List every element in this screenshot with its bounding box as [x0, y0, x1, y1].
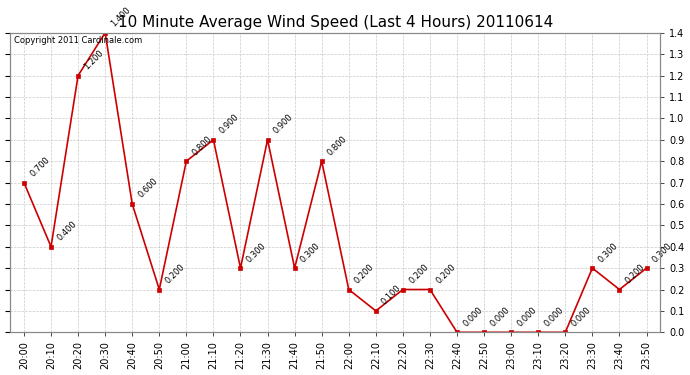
Title: 10 Minute Average Wind Speed (Last 4 Hours) 20110614: 10 Minute Average Wind Speed (Last 4 Hou… [117, 15, 553, 30]
Text: 0.300: 0.300 [299, 241, 322, 264]
Text: 0.000: 0.000 [489, 305, 511, 328]
Text: 0.200: 0.200 [164, 262, 186, 285]
Text: 0.400: 0.400 [55, 219, 78, 243]
Text: 0.200: 0.200 [434, 262, 457, 285]
Text: 0.000: 0.000 [542, 305, 566, 328]
Text: 0.800: 0.800 [190, 134, 214, 157]
Text: 0.700: 0.700 [28, 155, 51, 178]
Text: 0.000: 0.000 [569, 305, 593, 328]
Text: 0.300: 0.300 [245, 241, 268, 264]
Text: 0.200: 0.200 [353, 262, 376, 285]
Text: 0.200: 0.200 [624, 262, 647, 285]
Text: 0.800: 0.800 [326, 134, 349, 157]
Text: 0.900: 0.900 [272, 112, 295, 136]
Text: 0.300: 0.300 [597, 241, 620, 264]
Text: 0.900: 0.900 [217, 112, 241, 136]
Text: 1.400: 1.400 [109, 6, 132, 28]
Text: 0.100: 0.100 [380, 284, 403, 307]
Text: 0.000: 0.000 [515, 305, 538, 328]
Text: Copyright 2011 Cardinale.com: Copyright 2011 Cardinale.com [14, 36, 142, 45]
Text: 0.600: 0.600 [137, 177, 159, 200]
Text: 0.000: 0.000 [461, 305, 484, 328]
Text: 0.300: 0.300 [651, 241, 674, 264]
Text: 1.200: 1.200 [82, 48, 106, 71]
Text: 0.200: 0.200 [407, 262, 430, 285]
